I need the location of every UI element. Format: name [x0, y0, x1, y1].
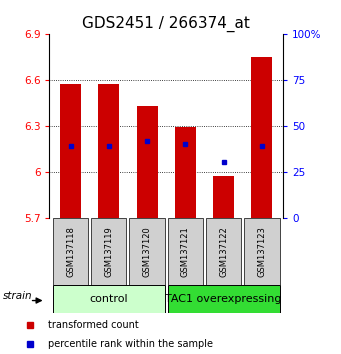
Bar — [53, 285, 165, 313]
Bar — [98, 84, 119, 218]
Bar — [251, 57, 272, 218]
Text: control: control — [89, 294, 128, 304]
Title: GDS2451 / 266374_at: GDS2451 / 266374_at — [82, 16, 250, 32]
Bar — [91, 218, 127, 285]
Text: GSM137118: GSM137118 — [66, 226, 75, 277]
Text: GSM137122: GSM137122 — [219, 226, 228, 277]
Text: TAC1 overexpressing: TAC1 overexpressing — [165, 294, 282, 304]
Bar — [136, 106, 158, 218]
Bar — [168, 285, 280, 313]
Bar — [244, 218, 280, 285]
Bar — [175, 127, 196, 218]
Text: GSM137119: GSM137119 — [104, 226, 113, 277]
Text: GSM137121: GSM137121 — [181, 226, 190, 277]
Text: GSM137123: GSM137123 — [257, 226, 266, 277]
Bar — [60, 84, 81, 218]
Bar — [130, 218, 165, 285]
Text: percentile rank within the sample: percentile rank within the sample — [48, 339, 213, 349]
Bar — [213, 176, 234, 218]
Text: transformed count: transformed count — [48, 320, 139, 331]
Bar — [53, 218, 88, 285]
Bar — [206, 218, 241, 285]
Text: strain: strain — [2, 291, 32, 301]
Text: GSM137120: GSM137120 — [143, 226, 152, 277]
Bar — [168, 218, 203, 285]
